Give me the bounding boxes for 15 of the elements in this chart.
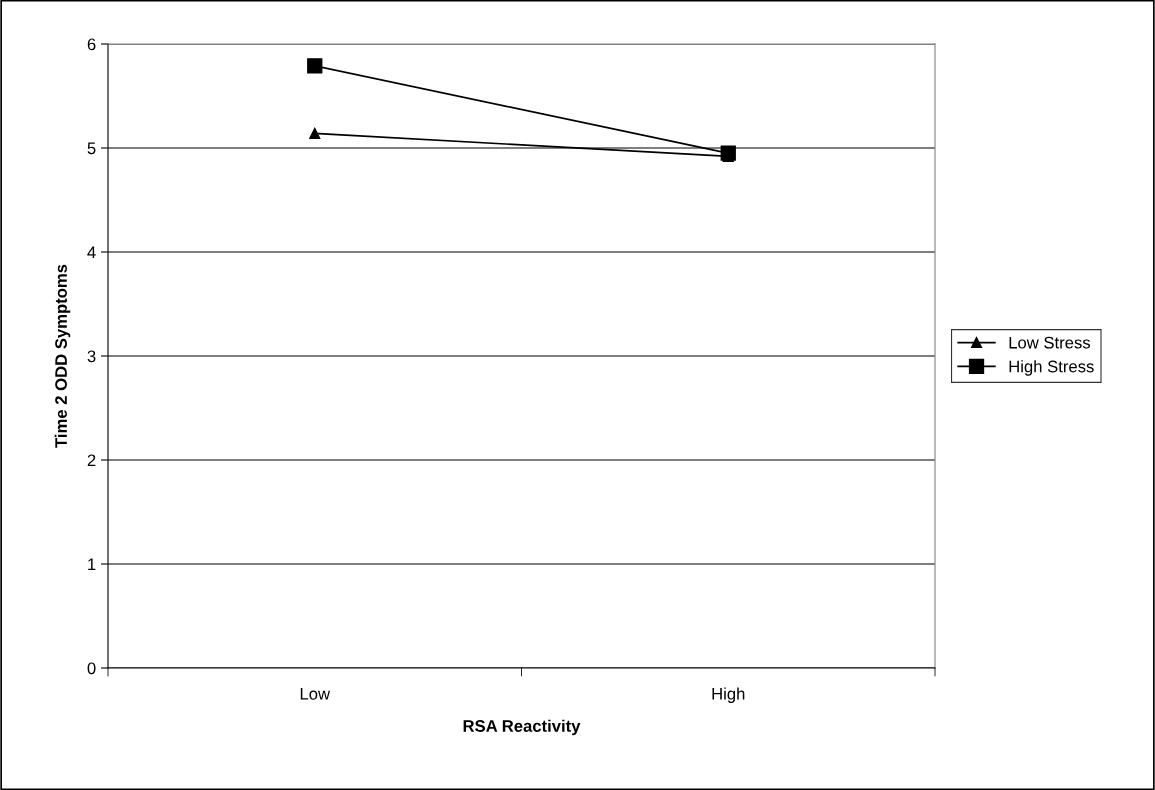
x-axis-title: RSA Reactivity xyxy=(463,719,581,736)
legend-label: Low Stress xyxy=(1009,336,1091,349)
y-tick-label: 4 xyxy=(87,246,96,259)
y-tick-label: 3 xyxy=(87,350,96,363)
y-tick-label: 6 xyxy=(87,38,96,51)
point xyxy=(307,58,323,74)
x-tick-label: High xyxy=(712,687,745,703)
y-axis-title: Time 2 ODD Symptoms xyxy=(54,264,71,448)
y-tick-label: 2 xyxy=(87,454,96,467)
legend-label: High Stress xyxy=(1009,360,1094,376)
x-tick-label: Low xyxy=(300,688,331,700)
point xyxy=(309,127,321,139)
y-tick-label: 5 xyxy=(87,142,96,155)
y-tick-label: 1 xyxy=(88,558,96,571)
y-tick-label: 0 xyxy=(87,662,96,675)
